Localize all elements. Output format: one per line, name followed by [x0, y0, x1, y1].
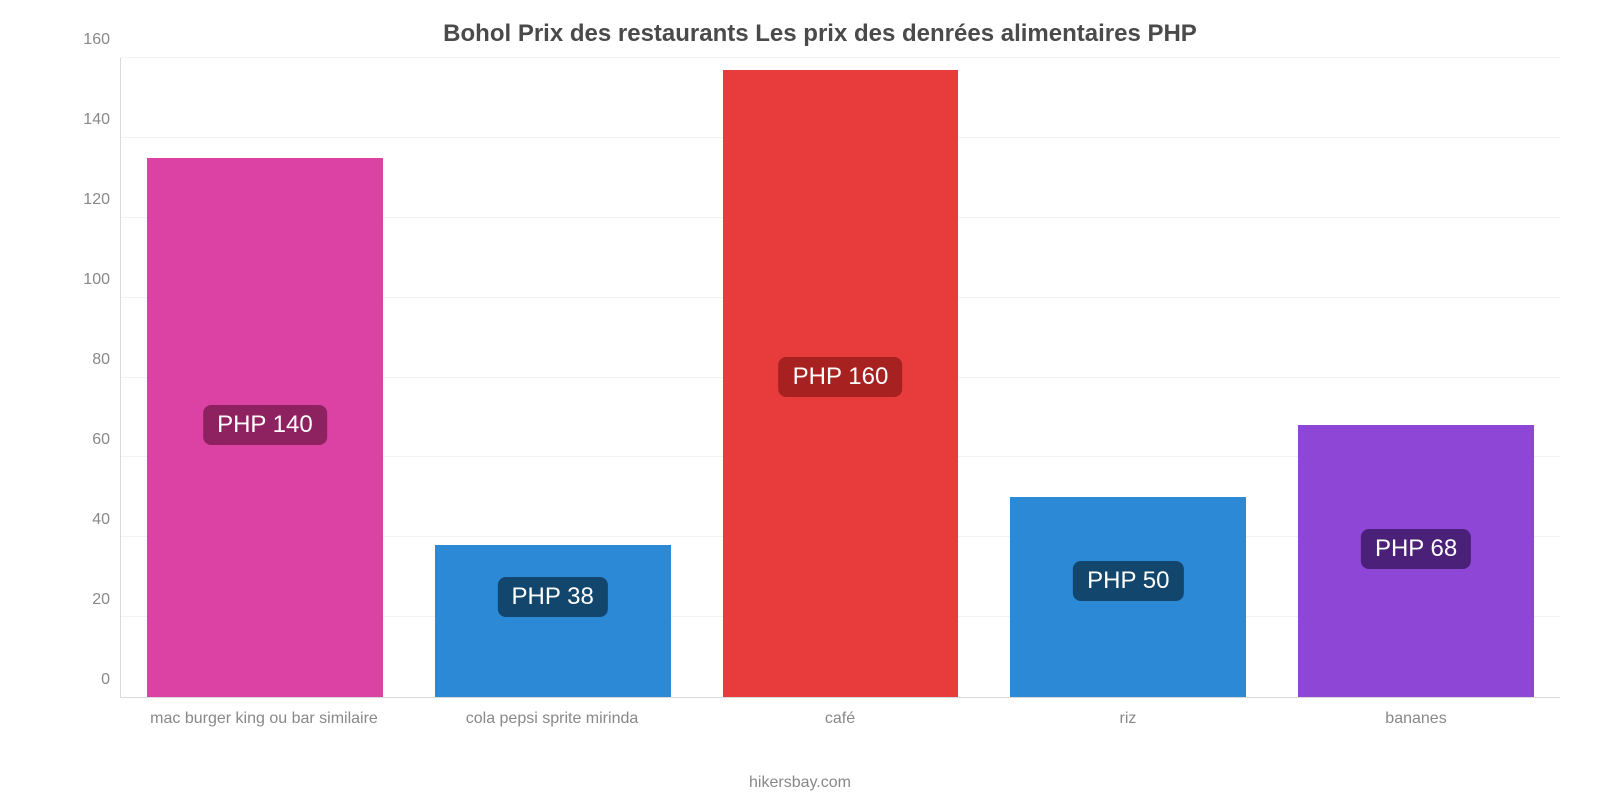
x-axis-label: cola pepsi sprite mirinda: [408, 710, 696, 728]
y-tick-label: 120: [83, 191, 110, 209]
credit-text: hikersbay.com: [0, 774, 1600, 792]
y-tick-label: 140: [83, 111, 110, 129]
chart-container: Bohol Prix des restaurants Les prix des …: [0, 0, 1600, 800]
y-tick-label: 60: [92, 431, 110, 449]
bars-group: PHP 140 PHP 38 PHP 160 PHP 50 PHP 68: [121, 58, 1560, 697]
bar-slot: PHP 68: [1272, 58, 1560, 697]
bar-slot: PHP 160: [697, 58, 985, 697]
y-tick-label: 20: [92, 591, 110, 609]
chart-title: Bohol Prix des restaurants Les prix des …: [80, 20, 1560, 48]
value-badge: PHP 38: [498, 577, 608, 617]
plot-area: PHP 140 PHP 38 PHP 160 PHP 50 PHP 68: [120, 58, 1560, 698]
y-tick-label: 40: [92, 511, 110, 529]
value-badge: PHP 50: [1073, 561, 1183, 601]
bar-slot: PHP 50: [984, 58, 1272, 697]
x-axis-label: café: [696, 710, 984, 728]
value-badge: PHP 160: [779, 357, 903, 397]
value-badge: PHP 68: [1361, 529, 1471, 569]
y-tick-label: 160: [83, 31, 110, 49]
bar: [435, 545, 671, 697]
x-axis-label: riz: [984, 710, 1272, 728]
x-axis-label: bananes: [1272, 710, 1560, 728]
y-tick-label: 0: [101, 671, 110, 689]
y-axis: 020406080100120140160: [70, 58, 120, 698]
y-tick-label: 100: [83, 271, 110, 289]
x-axis-labels: mac burger king ou bar similairecola pep…: [120, 710, 1560, 728]
bar-slot: PHP 38: [409, 58, 697, 697]
bar-slot: PHP 140: [121, 58, 409, 697]
y-tick-label: 80: [92, 351, 110, 369]
value-badge: PHP 140: [203, 405, 327, 445]
x-axis-label: mac burger king ou bar similaire: [120, 710, 408, 728]
plot-wrap: 020406080100120140160 PHP 140PHP 38PHP 1…: [80, 58, 1560, 698]
